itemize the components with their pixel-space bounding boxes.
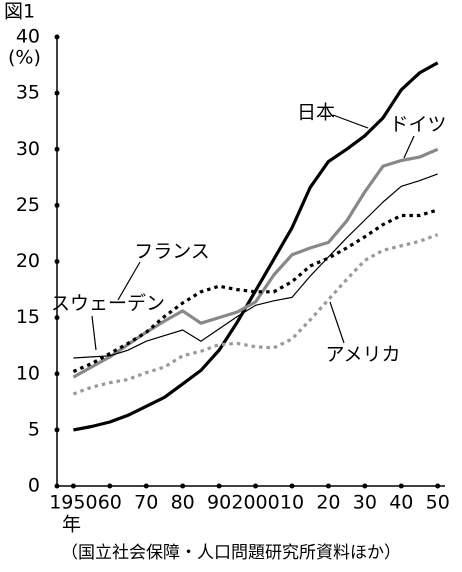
x-tick-label: 1950 — [49, 492, 97, 514]
x-tick-label: 60 — [98, 492, 122, 514]
series-label: ドイツ — [389, 114, 446, 136]
y-tick-label: 10 — [16, 362, 40, 384]
x-tick-mark — [398, 483, 404, 489]
y-tick-mark — [54, 259, 60, 264]
x-tick-label: 80 — [171, 492, 195, 514]
series-line — [73, 173, 438, 359]
x-axis-label: 年 — [62, 514, 81, 536]
y-tick-mark — [54, 427, 60, 433]
y-tick-label: 20 — [16, 250, 40, 272]
x-tick-mark — [70, 483, 76, 489]
x-tick-mark — [435, 483, 441, 489]
source: （国立社会保障・人口問題研究所資料ほか） — [61, 543, 401, 563]
chart-title: 図1 — [4, 1, 35, 23]
x-tick-mark — [325, 483, 331, 489]
y-tick-mark — [54, 315, 60, 321]
series-label: フランス — [134, 241, 210, 263]
x-tick-mark — [253, 483, 259, 489]
series-line — [73, 61, 439, 432]
x-tick-label: 50 — [426, 492, 450, 514]
x-tick-mark — [180, 483, 186, 489]
annotation-arrows — [91, 114, 415, 351]
x-tick-mark — [143, 483, 149, 489]
y-tick-label: 5 — [28, 418, 40, 440]
y-tick-label: 0 — [28, 475, 40, 497]
x-tick-label: 10 — [280, 492, 304, 514]
x-tick-label: 70 — [134, 492, 158, 514]
y-tick-label: 35 — [16, 82, 40, 104]
x-tick-mark — [289, 483, 295, 489]
y-tick-label: 25 — [16, 194, 40, 216]
x-tick-label: 40 — [389, 492, 413, 514]
y-tick-label: 40 — [16, 26, 40, 48]
x-tick-label: 20 — [316, 492, 340, 514]
series-label: アメリカ — [325, 344, 400, 366]
y-tick-label: 15 — [16, 306, 40, 328]
y-tick-mark — [54, 34, 60, 40]
x-tick-mark — [107, 483, 113, 489]
x-tick-mark — [362, 483, 368, 489]
y-tick-mark — [54, 202, 60, 208]
x-tick-mark — [216, 483, 222, 489]
series-line — [72, 233, 439, 396]
x-tick-label: 30 — [353, 492, 377, 514]
y-tick-label: 30 — [16, 138, 40, 160]
y-tick-mark — [54, 146, 60, 152]
x-tick-label: 2000 — [231, 492, 279, 514]
x-tick-label: 90 — [207, 492, 231, 514]
y-tick-mark — [54, 483, 60, 489]
series-label: 日本 — [297, 102, 335, 124]
y-axis-label: (%) — [8, 47, 41, 69]
series-label: スウェーデン — [51, 293, 165, 315]
series-line — [72, 208, 439, 373]
y-tick-mark — [54, 371, 60, 377]
y-tick-mark — [54, 90, 60, 96]
